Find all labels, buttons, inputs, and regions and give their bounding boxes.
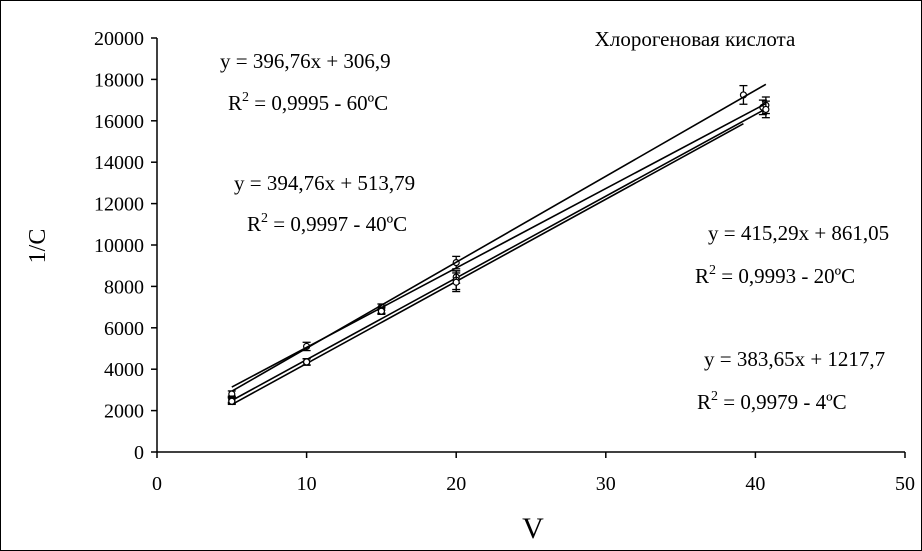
data-point — [303, 358, 311, 366]
y-tick-label: 20000 — [94, 28, 144, 50]
x-tick-label: 0 — [152, 473, 162, 495]
r2-label-20c: R2 = 0,9993 - 20ºC — [695, 263, 855, 288]
equation-60c: y = 396,76x + 306,9 — [220, 49, 391, 73]
equation-20c: y = 415,29x + 861,05 — [708, 221, 889, 245]
data-marks — [227, 83, 770, 406]
equation-4c: y = 383,65x + 1217,7 — [704, 347, 885, 371]
y-tick-label: 0 — [134, 442, 144, 464]
r2-label-4c: R2 = 0,9979 - 4ºC — [697, 389, 847, 414]
y-tick-label: 16000 — [94, 111, 144, 133]
data-point — [452, 278, 460, 286]
data-point — [377, 307, 385, 315]
data-point — [762, 105, 770, 114]
x-tick-label: 50 — [895, 473, 915, 495]
y-tick-label: 14000 — [94, 152, 144, 174]
trend-line-series-3 — [231, 102, 767, 388]
x-tick-label: 30 — [596, 473, 616, 495]
trend-line-series-1 — [231, 109, 764, 402]
y-tick-label: 8000 — [104, 276, 144, 298]
y-tick-label: 4000 — [104, 359, 144, 381]
y-axis-label: 1/С — [25, 229, 51, 264]
y-tick-label: 10000 — [94, 235, 144, 257]
y-tick-label: 18000 — [94, 69, 144, 91]
x-tick-label: 40 — [745, 473, 765, 495]
data-point — [228, 397, 236, 405]
r2-label-60c: R2 = 0,9995 - 60ºC — [228, 90, 388, 115]
equation-40c: y = 394,76x + 513,79 — [234, 171, 415, 195]
r2-label-40c: R2 = 0,9997 - 40ºC — [247, 211, 407, 236]
y-tick-label: 6000 — [104, 318, 144, 340]
chart-title: Хлорогеновая кислота — [595, 27, 796, 51]
x-tick-label: 20 — [446, 473, 466, 495]
axes: 0 2000 4000 6000 8000 10000 12000 14000 16000 180… — [94, 28, 915, 495]
trend-line-series-0 — [231, 122, 744, 406]
y-tick-label: 12000 — [94, 194, 144, 216]
x-tick-label: 10 — [297, 473, 317, 495]
y-tick-label: 2000 — [104, 401, 144, 423]
x-axis-label: V — [522, 512, 544, 545]
